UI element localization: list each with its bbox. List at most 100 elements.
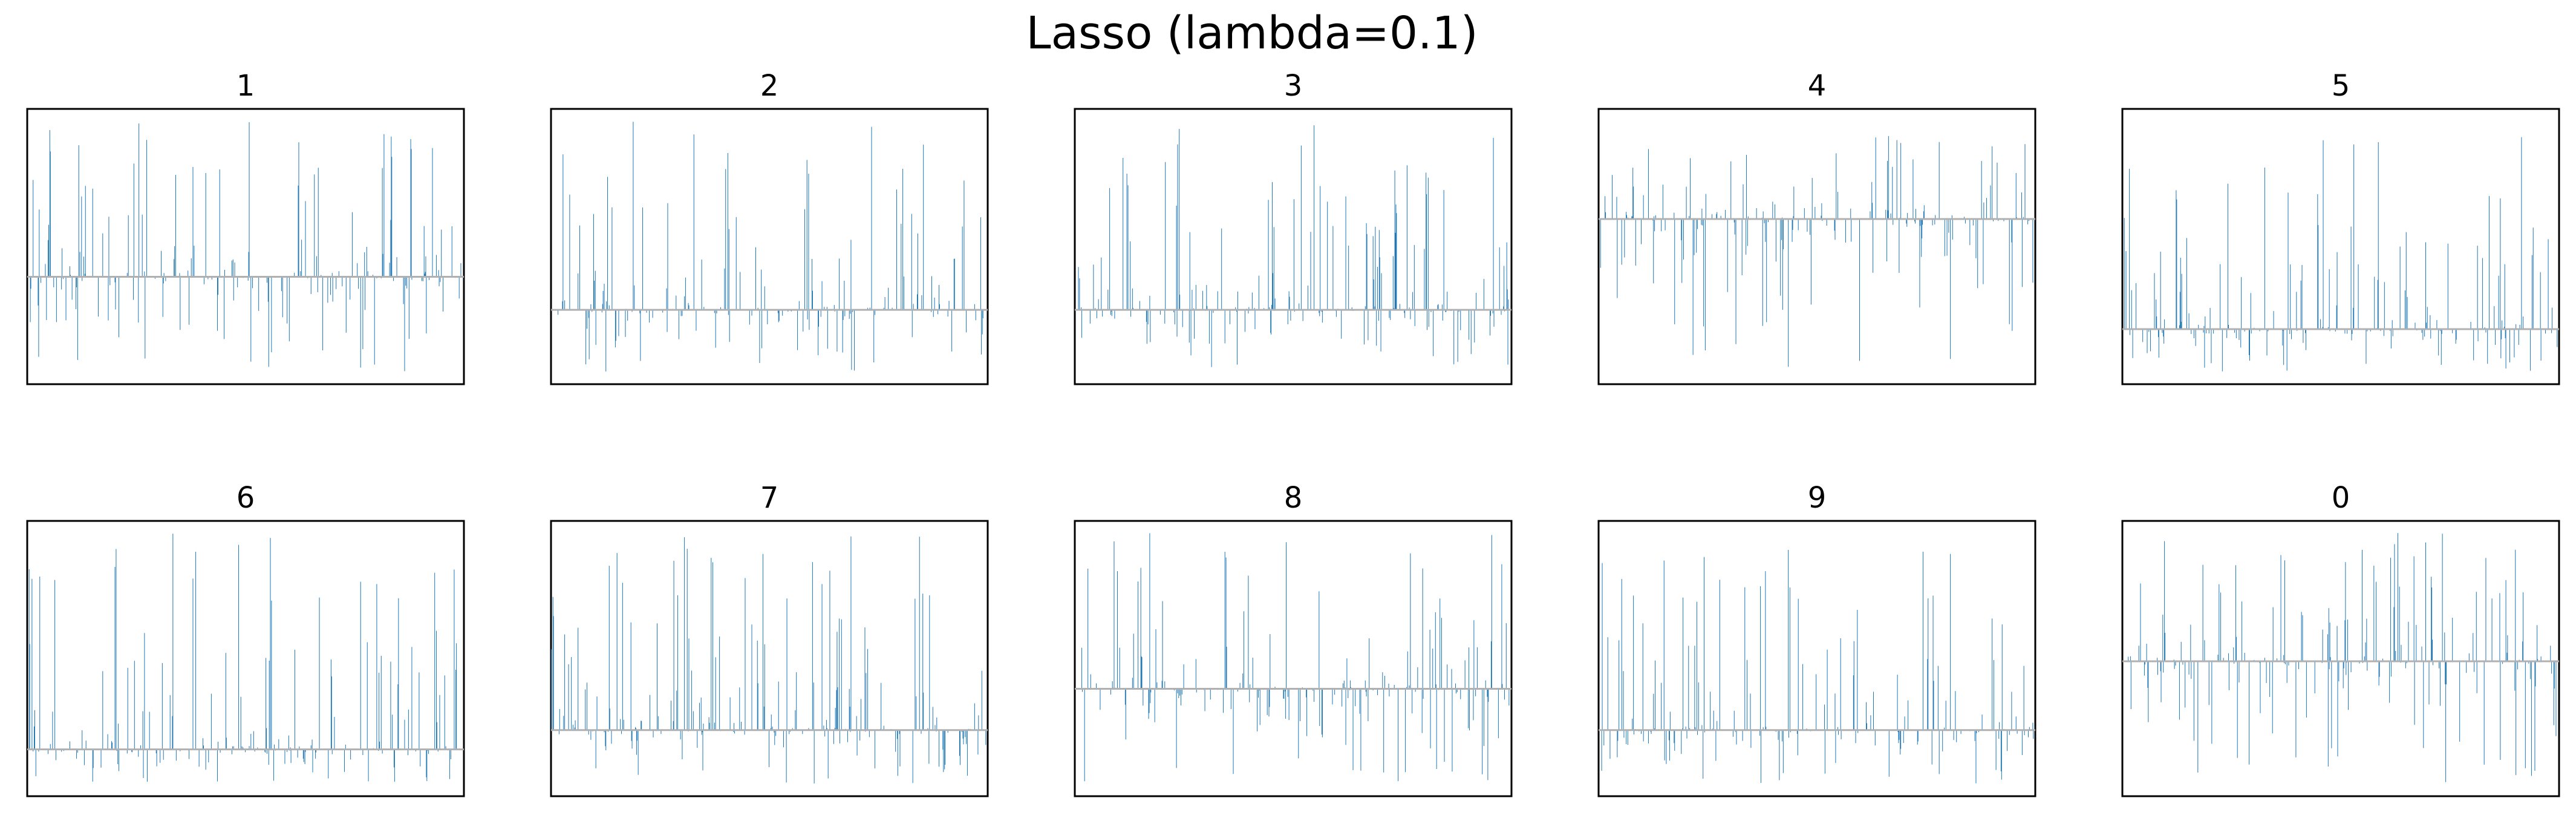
subplot-title: 8 bbox=[1284, 481, 1303, 515]
coefficient-bar bbox=[867, 307, 869, 310]
coefficient-bar bbox=[281, 276, 282, 292]
coefficient-bar bbox=[2370, 329, 2371, 332]
coefficient-bar bbox=[1972, 219, 1974, 226]
coefficient-bar bbox=[2344, 329, 2346, 334]
coefficient-bar bbox=[65, 276, 67, 321]
coefficient-bar bbox=[220, 749, 221, 753]
coefficient-bar bbox=[702, 730, 703, 733]
coefficient-bar bbox=[1834, 219, 1836, 240]
coefficient-bar bbox=[936, 717, 937, 730]
subplot-title: 5 bbox=[2332, 69, 2350, 103]
coefficient-bar bbox=[30, 276, 31, 322]
coefficient-bar bbox=[61, 749, 62, 752]
coefficient-bar bbox=[844, 310, 846, 316]
coefficient-bar bbox=[739, 687, 740, 730]
coefficient-bar bbox=[2390, 329, 2392, 348]
coefficient-bar bbox=[2452, 329, 2453, 333]
coefficient-bar bbox=[1150, 689, 1152, 693]
coefficient-bar bbox=[435, 630, 437, 750]
coefficient-bar bbox=[397, 684, 399, 750]
coefficient-bar bbox=[1285, 689, 1286, 719]
coefficient-bar bbox=[1435, 612, 1436, 689]
coefficient-bar bbox=[1476, 647, 1478, 689]
coefficient-bar bbox=[1804, 208, 1805, 219]
coefficient-bar bbox=[590, 304, 592, 310]
coefficient-bar bbox=[1283, 689, 1285, 699]
coefficient-bar bbox=[1503, 306, 1504, 310]
coefficient-bar bbox=[393, 276, 394, 281]
coefficient-bar bbox=[2499, 593, 2500, 662]
coefficient-bar bbox=[379, 741, 380, 750]
coefficient-bar bbox=[2514, 661, 2516, 691]
coefficient-bar bbox=[207, 276, 209, 280]
coefficient-bar bbox=[1384, 675, 1386, 689]
coefficient-bar bbox=[1430, 689, 1431, 748]
coefficient-bar bbox=[1343, 680, 1345, 689]
coefficient-bar bbox=[1939, 730, 1940, 774]
coefficient-bar bbox=[1149, 533, 1150, 689]
subplot-2: 2 bbox=[550, 69, 989, 385]
coefficient-bar bbox=[1906, 219, 1908, 227]
coefficient-bar bbox=[2021, 192, 2022, 219]
coefficient-bar bbox=[1149, 295, 1150, 310]
coefficient-bar bbox=[31, 578, 33, 750]
coefficient-bar bbox=[1626, 215, 1628, 219]
coefficient-bar bbox=[344, 749, 345, 772]
coefficient-bar bbox=[899, 730, 900, 734]
coefficient-bar bbox=[1202, 290, 1203, 310]
coefficient-bar bbox=[1360, 689, 1361, 771]
coefficient-bar bbox=[1764, 219, 1765, 224]
coefficient-bar bbox=[380, 655, 382, 750]
coefficient-bar bbox=[1235, 307, 1236, 310]
coefficient-bar bbox=[1089, 310, 1091, 324]
coefficient-bar bbox=[1132, 288, 1133, 310]
coefficient-bar bbox=[1907, 212, 1908, 219]
coefficient-bar bbox=[1460, 310, 1461, 330]
coefficient-bar bbox=[553, 616, 554, 730]
coefficient-bar bbox=[360, 276, 361, 368]
coefficient-bar bbox=[2509, 329, 2511, 363]
coefficient-bar bbox=[966, 310, 967, 333]
coefficient-bar bbox=[1981, 715, 1983, 730]
coefficient-bar bbox=[649, 310, 650, 323]
coefficient-bar bbox=[1377, 689, 1378, 695]
coefficient-bar bbox=[864, 627, 866, 730]
coefficient-bar bbox=[829, 571, 830, 730]
coefficient-bar bbox=[2459, 661, 2460, 742]
coefficient-bar bbox=[1109, 188, 1110, 310]
coefficient-bar bbox=[331, 676, 332, 750]
coefficient-bar bbox=[2327, 327, 2329, 329]
coefficient-bar bbox=[569, 194, 570, 310]
coefficient-bar bbox=[71, 276, 73, 300]
coefficient-bar bbox=[302, 749, 304, 759]
coefficient-bar bbox=[1233, 689, 1234, 774]
coefficient-bar bbox=[1956, 730, 1957, 742]
coefficient-bar bbox=[126, 273, 128, 277]
coefficient-bar bbox=[1727, 219, 1728, 292]
coefficient-bar bbox=[2488, 195, 2490, 329]
coefficient-bar bbox=[1319, 689, 1320, 727]
coefficient-bar bbox=[2431, 587, 2433, 662]
coefficient-bar bbox=[2501, 329, 2502, 339]
coefficient-bar bbox=[2024, 144, 2026, 219]
coefficient-bar bbox=[1469, 689, 1470, 731]
coefficient-bar bbox=[616, 553, 618, 730]
coefficient-bar bbox=[1464, 660, 1466, 689]
coefficient-bar bbox=[1655, 215, 1656, 219]
coefficient-bar bbox=[362, 276, 364, 350]
coefficient-bar bbox=[455, 670, 457, 750]
coefficient-bar bbox=[1669, 730, 1670, 761]
coefficient-bar bbox=[1436, 689, 1437, 769]
coefficient-bar bbox=[2011, 219, 2012, 243]
coefficient-bar bbox=[2021, 730, 2023, 755]
coefficient-bar bbox=[2235, 636, 2237, 662]
coefficient-bar bbox=[435, 255, 437, 277]
coefficient-bar bbox=[1366, 223, 1367, 310]
coefficient-bar bbox=[404, 276, 405, 371]
coefficient-bar bbox=[2124, 218, 2125, 329]
coefficient-bar bbox=[271, 276, 272, 353]
coefficient-bar bbox=[1686, 186, 1687, 219]
coefficient-bar bbox=[432, 148, 433, 277]
coefficient-bar bbox=[2379, 661, 2380, 677]
coefficient-bar bbox=[657, 716, 659, 730]
